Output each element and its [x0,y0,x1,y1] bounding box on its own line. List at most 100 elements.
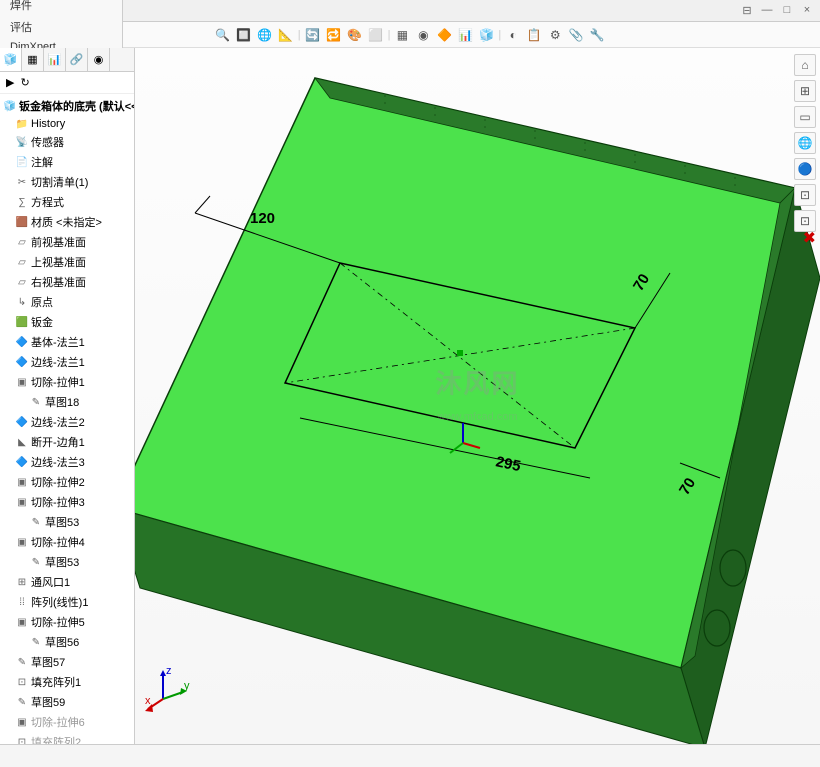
tree-root[interactable]: 🧊 钣金箱体的底壳 (默认<< [0,96,134,116]
feature-icon: 📡 [16,136,28,148]
feature-icon: 🔷 [16,416,28,428]
feature-item-7[interactable]: ▱上视基准面 [0,252,134,272]
feature-label: 上视基准面 [31,254,86,270]
feature-icon: ✎ [30,516,42,528]
feature-item-29[interactable]: ✎草图59 [0,692,134,712]
feature-label: 切除-拉伸3 [31,494,85,510]
feature-item-5[interactable]: 🟫材质 <未指定> [0,212,134,232]
toolbar-icon-10[interactable]: 🔶 [435,26,453,44]
close-button[interactable]: × [798,4,816,17]
feature-item-28[interactable]: ⊡填充阵列1 [0,672,134,692]
tab-3[interactable]: 焊件 [0,0,123,16]
svg-text:x: x [145,695,151,707]
feature-item-15[interactable]: 🔷边线-法兰2 [0,412,134,432]
panel-tool-0[interactable]: ▶ [6,76,14,89]
feature-label: 填充阵列2 [31,734,81,744]
feature-label: 阵列(线性)1 [31,594,88,610]
feature-label: 边线-法兰1 [31,354,85,370]
feature-item-16[interactable]: ◣断开-边角1 [0,432,134,452]
feature-item-18[interactable]: ▣切除-拉伸2 [0,472,134,492]
dismiss-icon[interactable]: ✖ [803,228,816,248]
toolbar-icon-17[interactable]: 🔧 [588,26,606,44]
part-name: 钣金箱体的底壳 (默认<< [19,98,134,114]
feature-item-3[interactable]: ✂切割清单(1) [0,172,134,192]
svg-text:z: z [166,665,172,677]
taskpane-btn-3[interactable]: 🌐 [794,132,816,154]
panel-tab-2[interactable]: 📊 [44,48,66,71]
feature-label: 草图53 [45,514,79,530]
feature-item-25[interactable]: ▣切除-拉伸5 [0,612,134,632]
panel-tab-4[interactable]: ◉ [88,48,110,71]
toolbar-icon-3[interactable]: 📐 [277,26,295,44]
feature-item-4[interactable]: ∑方程式 [0,192,134,212]
toolbar-icon-16[interactable]: 📎 [567,26,585,44]
orientation-triad[interactable]: z y x [143,664,193,714]
taskpane-btn-4[interactable]: 🔵 [794,158,816,180]
tab-4[interactable]: 评估 [0,16,123,38]
collapse-button[interactable]: ⊟ [738,4,756,17]
taskpane-btn-0[interactable]: ⌂ [794,54,816,76]
feature-item-26[interactable]: ✎草图56 [0,632,134,652]
toolbar-icon-7[interactable]: ⬜ [367,26,385,44]
feature-item-24[interactable]: ⁞⁞阵列(线性)1 [0,592,134,612]
graphics-viewport[interactable]: 120 70 295 70 沐风网 www.mfcad.com ⌂⊞▭🌐🔵⊡⊡ [135,48,820,744]
feature-item-10[interactable]: 🟩钣金 [0,312,134,332]
feature-icon: ✎ [30,396,42,408]
panel-tab-0[interactable]: 🧊 [0,48,22,71]
feature-item-2[interactable]: 📄注解 [0,152,134,172]
feature-label: 切除-拉伸5 [31,614,85,630]
feature-icon: ∑ [16,196,28,208]
feature-icon: ↳ [16,296,28,308]
toolbar-icon-0[interactable]: 🔍 [214,26,232,44]
feature-item-31[interactable]: ⊡填充阵列2 [0,732,134,744]
feature-item-12[interactable]: 🔷边线-法兰1 [0,352,134,372]
toolbar-icon-9[interactable]: ◉ [414,26,432,44]
taskpane-btn-1[interactable]: ⊞ [794,80,816,102]
feature-label: 钣金 [31,314,53,330]
toolbar-icon-6[interactable]: 🎨 [346,26,364,44]
dim-120: 120 [250,210,275,227]
toolbar-icon-15[interactable]: ⚙ [546,26,564,44]
feature-icon: 🔷 [16,336,28,348]
feature-item-8[interactable]: ▱右视基准面 [0,272,134,292]
panel-tab-3[interactable]: 🔗 [66,48,88,71]
feature-item-27[interactable]: ✎草图57 [0,652,134,672]
feature-item-1[interactable]: 📡传感器 [0,132,134,152]
panel-tool-1[interactable]: ↻ [20,76,29,89]
feature-label: 切除-拉伸1 [31,374,85,390]
toolbar-icon-5[interactable]: 🔁 [325,26,343,44]
feature-icon: ✂ [16,176,28,188]
feature-item-19[interactable]: ▣切除-拉伸3 [0,492,134,512]
feature-item-23[interactable]: ⊞通风口1 [0,572,134,592]
toolbar-icon-1[interactable]: 🔲 [235,26,253,44]
feature-item-17[interactable]: 🔷边线-法兰3 [0,452,134,472]
feature-item-20[interactable]: ✎草图53 [0,512,134,532]
toolbar-icon-8[interactable]: ▦ [393,26,411,44]
sketch-center-mark [457,350,463,356]
feature-item-30[interactable]: ▣切除-拉伸6 [0,712,134,732]
taskpane-btn-2[interactable]: ▭ [794,106,816,128]
panel-tab-1[interactable]: ▦ [22,48,44,71]
feature-item-22[interactable]: ✎草图53 [0,552,134,572]
dim-ext-1b [195,196,210,213]
feature-item-21[interactable]: ▣切除-拉伸4 [0,532,134,552]
feature-item-11[interactable]: 🔷基体-法兰1 [0,332,134,352]
maximize-button[interactable]: □ [778,4,796,17]
feature-item-14[interactable]: ✎草图18 [0,392,134,412]
toolbar-icon-4[interactable]: 🔄 [304,26,322,44]
toolbar-icon-14[interactable]: 📋 [525,26,543,44]
feature-item-9[interactable]: ↳原点 [0,292,134,312]
feature-item-6[interactable]: ▱前视基准面 [0,232,134,252]
toolbar-icon-2[interactable]: 🌐 [256,26,274,44]
toolbar-icon-12[interactable]: 🧊 [477,26,495,44]
toolbar-icon-13[interactable]: ◐ [504,26,522,44]
feature-item-13[interactable]: ▣切除-拉伸1 [0,372,134,392]
feature-label: 切除-拉伸2 [31,474,85,490]
feature-icon: ✎ [16,656,28,668]
toolbar-icon-11[interactable]: 📊 [456,26,474,44]
feature-item-0[interactable]: 📁History [0,116,134,132]
feature-icon: ⁞⁞ [16,596,28,608]
taskpane-btn-5[interactable]: ⊡ [794,184,816,206]
minimize-button[interactable]: — [758,4,776,17]
feature-tree[interactable]: 🧊 钣金箱体的底壳 (默认<< 📁History📡传感器📄注解✂切割清单(1)∑… [0,94,134,744]
